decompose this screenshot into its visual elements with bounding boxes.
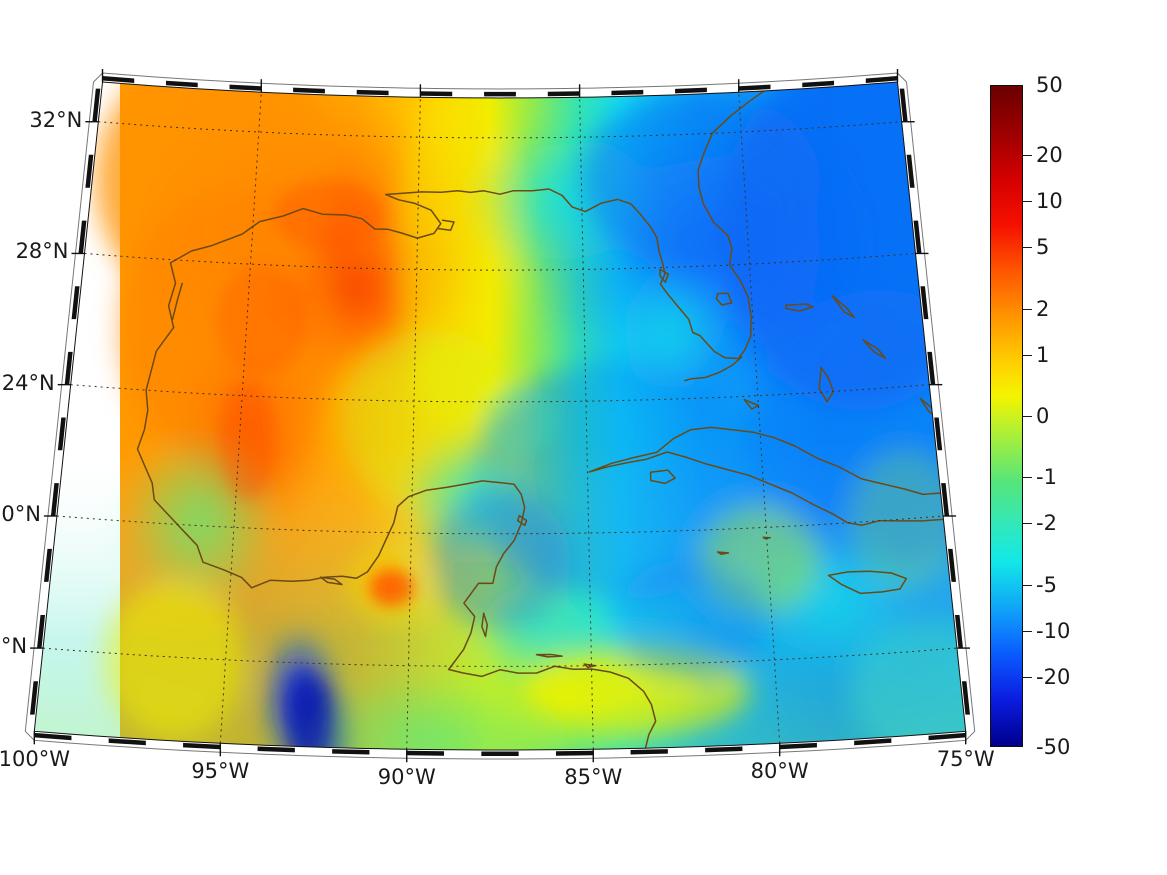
lon-tick-85: 85°W bbox=[564, 765, 623, 790]
colorbar-tick-mark bbox=[1023, 200, 1032, 202]
lat-tick-28: 28°N bbox=[15, 239, 69, 264]
colorbar-tick-mark bbox=[1023, 416, 1032, 417]
colorbar-tick-mark bbox=[1023, 476, 1032, 478]
colorbar-tick-label-10: 10 bbox=[1036, 188, 1063, 213]
colorbar-tick-mark bbox=[1023, 584, 1032, 586]
map-canvas[interactable] bbox=[0, 0, 1000, 800]
colorbar-tick-label-50: 50 bbox=[1036, 73, 1063, 97]
lat-tick-20: 20°N bbox=[0, 501, 41, 526]
colorbar-tick-label-20: 20 bbox=[1036, 142, 1063, 167]
colorbar-tick-mark bbox=[1023, 677, 1032, 679]
colorbar[interactable] bbox=[990, 85, 1023, 747]
fine-texture bbox=[217, 180, 700, 750]
colorbar-tick-label--20: -20 bbox=[1036, 665, 1071, 690]
graticule bbox=[42, 92, 958, 750]
lat-tick-32: 32°N bbox=[29, 107, 83, 132]
colorbar-tick-label-1: 1 bbox=[1036, 343, 1050, 368]
colorbar-tick-mark bbox=[1023, 308, 1032, 310]
colorbar-tick-label-2: 2 bbox=[1036, 296, 1050, 321]
colorbar-tick-label--1: -1 bbox=[1036, 464, 1057, 489]
colorbar-tick-label--50: -50 bbox=[1036, 735, 1071, 759]
colorbar-tick-mark bbox=[1023, 631, 1032, 633]
map-frame bbox=[24, 69, 976, 763]
colorbar-tick-mark bbox=[1023, 523, 1032, 525]
lat-tick-16: 16°N bbox=[0, 634, 28, 659]
colorbar-tick-mark bbox=[1023, 154, 1032, 156]
colorbar-tick-label-0: 0 bbox=[1036, 404, 1050, 428]
lon-tick-75: 75°W bbox=[936, 747, 995, 772]
lon-tick-80: 80°W bbox=[750, 759, 809, 784]
colorbar-tick-label--5: -5 bbox=[1036, 572, 1057, 597]
lon-tick-95: 95°W bbox=[191, 759, 250, 784]
colorbar-tick-label--10: -10 bbox=[1036, 619, 1071, 644]
map-panel bbox=[0, 0, 1000, 800]
colorbar-tick-label--2: -2 bbox=[1036, 511, 1057, 536]
colorbar-tick-mark bbox=[1023, 355, 1032, 357]
lat-tick-24: 24°N bbox=[1, 370, 55, 395]
colorbar-gradient bbox=[991, 86, 1022, 746]
lon-tick-100: 100°W bbox=[0, 747, 70, 772]
scalar-field bbox=[34, 82, 966, 750]
lon-tick-90: 90°W bbox=[377, 765, 436, 790]
colorbar-tick-mark bbox=[1023, 247, 1032, 249]
colorbar-tick-label-5: 5 bbox=[1036, 235, 1050, 260]
